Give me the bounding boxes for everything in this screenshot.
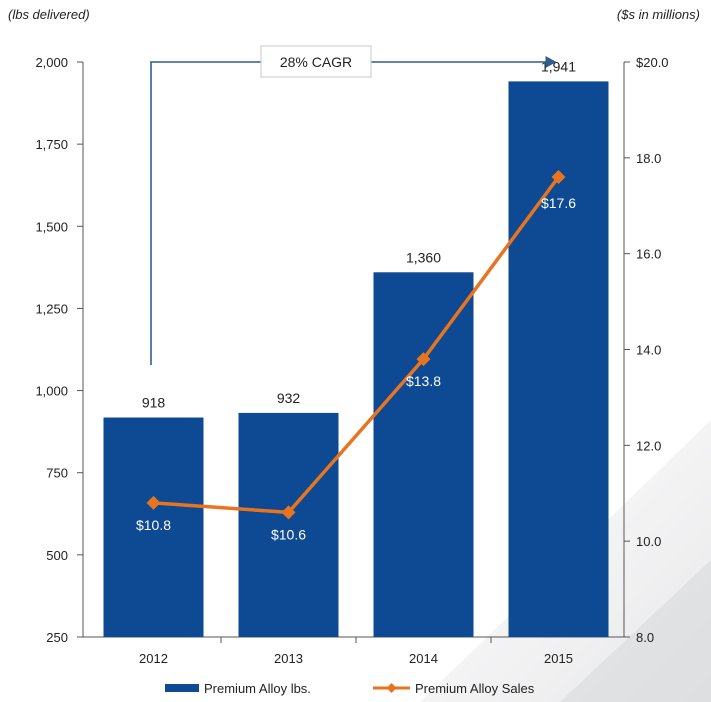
right-axis-tick-label: 14.0 xyxy=(636,343,661,358)
left-axis-tick-label: 250 xyxy=(46,630,68,645)
legend-swatch-marker xyxy=(386,683,397,693)
sales-point xyxy=(146,495,161,510)
right-axis-tick-label: 18.0 xyxy=(636,151,661,166)
legend-swatch-bars xyxy=(165,684,199,692)
line-series xyxy=(146,170,566,520)
bar-value-label: 932 xyxy=(277,390,301,406)
sales-point xyxy=(551,170,566,184)
bar xyxy=(373,272,474,637)
left-axis-tick-label: 2,000 xyxy=(35,55,68,70)
bar xyxy=(238,412,339,637)
sales-value-label: $10.8 xyxy=(136,517,171,533)
left-axis-tick-label: 1,000 xyxy=(35,384,68,399)
cagr-label: 28% CAGR xyxy=(280,54,352,70)
right-axis-tick-label: $20.0 xyxy=(636,55,669,70)
x-axis-tick-label: 2014 xyxy=(409,651,438,666)
left-axis-tick-label: 1,250 xyxy=(35,301,68,316)
legend-label-line: Premium Alloy Sales xyxy=(415,681,535,696)
bar-series xyxy=(103,81,609,637)
x-axis-tick-label: 2013 xyxy=(274,651,303,666)
cagr-annotation: 28% CAGR xyxy=(150,45,557,365)
sales-value-label: $13.8 xyxy=(406,373,441,389)
right-axis-tick-label: 12.0 xyxy=(636,438,661,453)
bar xyxy=(103,417,204,637)
line-value-labels: $10.8 $10.6 $13.8 $17.6 xyxy=(136,195,576,542)
right-axis-tick-label: 16.0 xyxy=(636,247,661,262)
left-axis-tick-label: 1,500 xyxy=(35,219,68,234)
left-axis-tick-label: 1,750 xyxy=(35,137,68,152)
bar-value-label: 1,360 xyxy=(406,249,441,265)
bar xyxy=(508,81,609,637)
right-axis-tick-label: 10.0 xyxy=(636,534,661,549)
x-axis-ticks: 2012 2013 2014 2015 xyxy=(139,637,573,666)
cagr-arrow-line xyxy=(150,61,547,365)
sales-value-label: $10.6 xyxy=(271,526,306,542)
left-axis-tick-label: 500 xyxy=(46,548,68,563)
x-axis-tick-label: 2012 xyxy=(139,651,168,666)
cagr-arrow-head xyxy=(545,56,557,68)
legend-label-bars: Premium Alloy lbs. xyxy=(204,681,311,696)
background-shade-dark xyxy=(560,560,711,702)
left-axis-ticks: 250 500 750 1,000 1,250 1,500 1,750 2,000 xyxy=(35,55,83,645)
left-axis-unit-label: (lbs delivered) xyxy=(8,7,90,22)
sales-point xyxy=(416,352,431,367)
x-axis-tick-label: 2015 xyxy=(544,651,573,666)
right-axis-unit-label: ($s in millions) xyxy=(617,7,700,22)
right-axis-tick-label: 8.0 xyxy=(636,630,654,645)
left-axis-tick-label: 750 xyxy=(46,466,68,481)
legend: Premium Alloy lbs. Premium Alloy Sales xyxy=(165,681,535,696)
sales-value-label: $17.6 xyxy=(541,195,576,211)
right-axis-ticks: 8.0 10.0 12.0 14.0 16.0 18.0 $20.0 xyxy=(624,55,669,645)
bar-value-label: 918 xyxy=(142,395,166,411)
sales-line xyxy=(153,175,560,515)
cagr-label-box xyxy=(260,45,372,78)
sales-point xyxy=(281,505,296,520)
